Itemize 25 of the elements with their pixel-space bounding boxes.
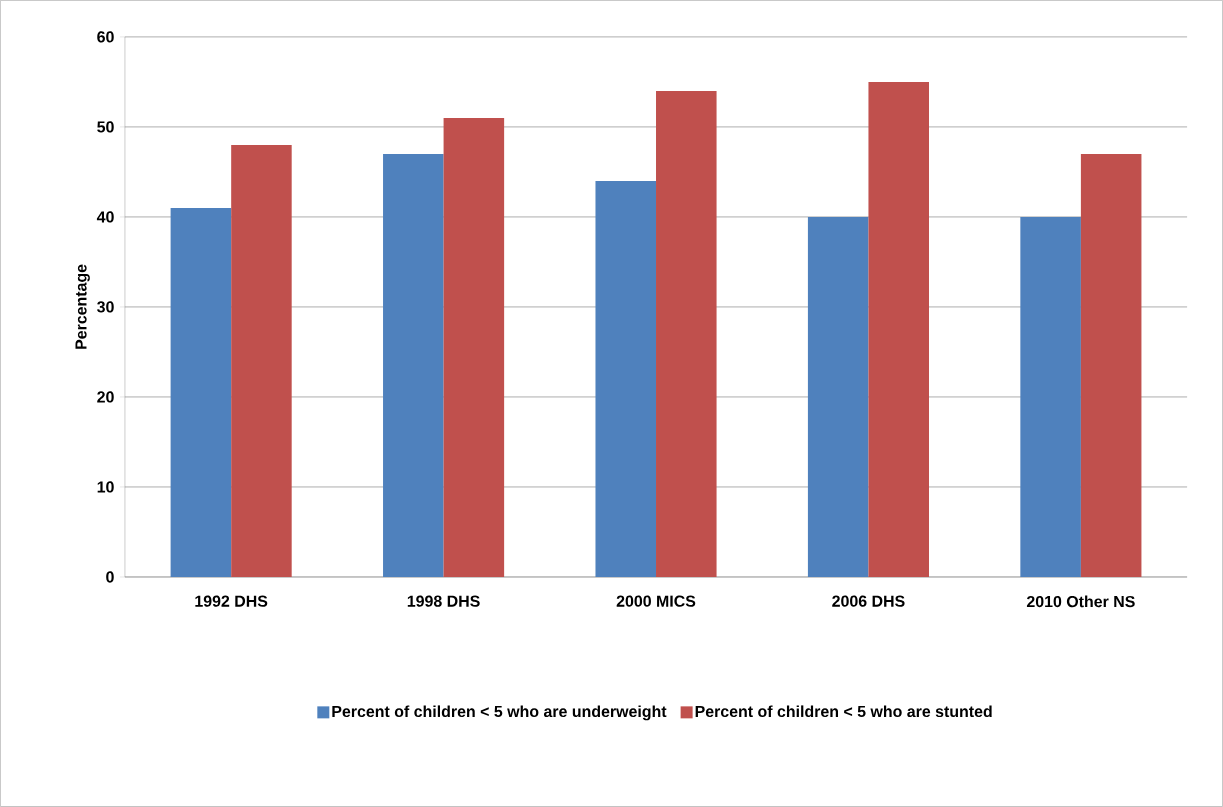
- bar: [1080, 153, 1142, 578]
- bar: [231, 144, 292, 578]
- y-axis-title: Percentage: [75, 264, 90, 349]
- bar: [868, 81, 929, 578]
- legend-label: Percent of children < 5 who are underweight: [332, 705, 667, 721]
- bar: [383, 153, 444, 578]
- y-tick-label: 50: [97, 121, 114, 133]
- bar: [807, 216, 869, 578]
- x-tick-label: 2000 MICS: [616, 595, 696, 607]
- bar: [1020, 216, 1081, 578]
- x-tick-label: 2006 DHS: [832, 595, 905, 607]
- y-tick-label: 30: [97, 301, 114, 313]
- x-tick-label: 1998 DHS: [407, 595, 480, 607]
- y-tick-label: 20: [97, 391, 114, 403]
- bar: [656, 90, 717, 578]
- bar: [443, 117, 505, 578]
- y-tick-label: 60: [97, 31, 114, 43]
- y-tick-label: 40: [96, 211, 114, 223]
- y-tick-label: 0: [106, 571, 114, 583]
- x-tick-label: 1992 DHS: [195, 595, 268, 607]
- y-tick-label: 10: [97, 481, 114, 493]
- bar: [170, 207, 232, 578]
- bar: [595, 180, 657, 578]
- x-tick-label: 2010 Other NS: [1026, 595, 1135, 608]
- legend-label: Percent of children < 5 who are stunted: [695, 705, 992, 718]
